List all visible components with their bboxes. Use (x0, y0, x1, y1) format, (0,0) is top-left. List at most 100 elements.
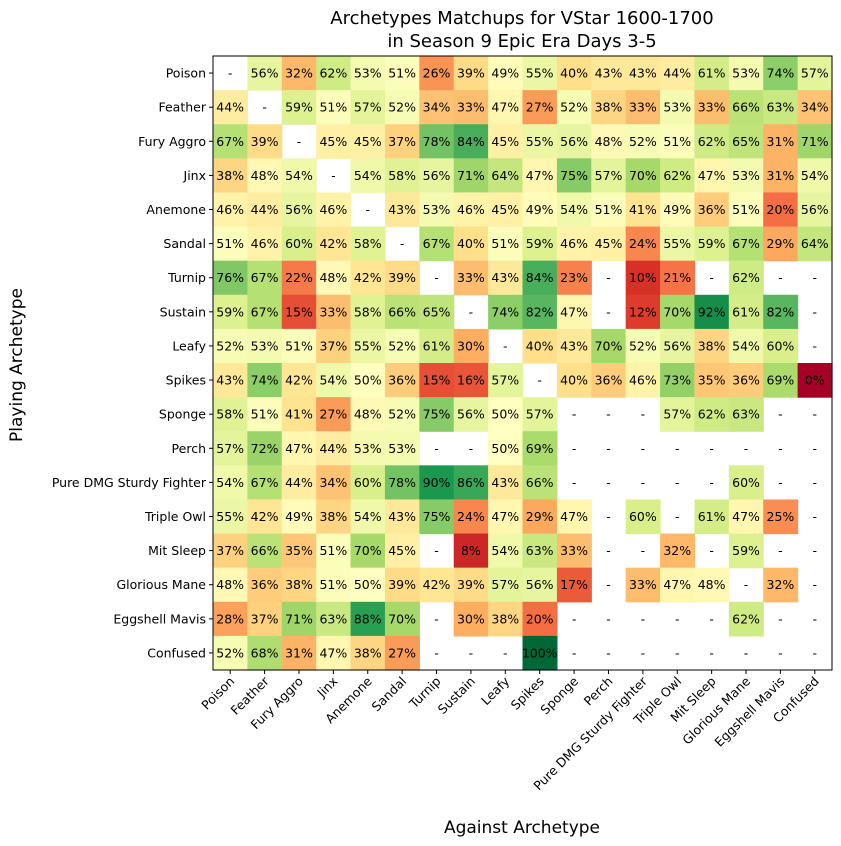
heatmap-cell (488, 124, 524, 159)
cell-value-label: - (709, 645, 714, 660)
heatmap-cell (419, 567, 455, 603)
heatmap-cell (556, 533, 592, 569)
cell-value-label: 33% (698, 100, 726, 115)
cell-value-label: - (228, 66, 233, 81)
y-tick-label: Feather (158, 100, 206, 115)
cell-value-label: - (297, 134, 302, 149)
x-axis-label: Against Archetype (444, 818, 600, 838)
heatmap-cell (316, 56, 352, 91)
cell-value-label: 58% (388, 168, 416, 183)
heatmap-cell (728, 124, 764, 159)
cell-value-label: 36% (732, 373, 760, 388)
cell-value-label: 51% (491, 236, 519, 251)
heatmap-cell (522, 465, 558, 501)
cell-value-label: 50% (491, 407, 519, 422)
cell-value-label: 47% (526, 168, 554, 183)
heatmap-cell (763, 124, 799, 159)
cell-value-label: 70% (388, 611, 416, 626)
heatmap-cell (419, 192, 455, 228)
heatmap-cell (316, 499, 352, 535)
heatmap-cell (316, 635, 352, 671)
cell-value-label: 57% (491, 373, 519, 388)
cell-value-label: 60% (285, 236, 313, 251)
cell-value-label: - (606, 543, 611, 558)
heatmap-cell (453, 567, 489, 603)
heatmap-cell (247, 567, 283, 603)
heatmap-cell (384, 635, 420, 671)
cell-value-label: 26% (423, 66, 451, 81)
cell-value-label: - (469, 441, 474, 456)
cell-value-label: 63% (732, 407, 760, 422)
heatmap-cell (419, 465, 455, 501)
cell-value-label: - (778, 611, 783, 626)
cell-value-label: 67% (251, 304, 279, 319)
cell-value-label: - (813, 407, 818, 422)
heatmap-cell (488, 431, 524, 466)
cell-value-label: - (606, 645, 611, 660)
cell-value-label: 42% (319, 236, 347, 251)
heatmap-cell (384, 124, 420, 159)
cell-value-label: - (606, 270, 611, 285)
heatmap-cell (281, 533, 317, 569)
heatmap-cell (660, 158, 696, 194)
cell-value-label: 60% (732, 475, 760, 490)
heatmap-cell (522, 294, 558, 330)
heatmap-cell (281, 192, 317, 228)
cell-value-label: 33% (560, 543, 588, 558)
heatmap-cell (591, 328, 627, 364)
heatmap-cell (213, 601, 248, 637)
cell-value-label: 36% (251, 577, 279, 592)
cell-value-label: 67% (216, 134, 244, 149)
heatmap-cell (660, 397, 696, 432)
heatmap-cell (350, 601, 386, 637)
cell-value-label: 27% (526, 100, 554, 115)
cell-value-label: 52% (216, 338, 244, 353)
heatmap-cell (384, 465, 420, 501)
heatmap-cell (694, 294, 730, 330)
heatmap-cell (763, 158, 799, 194)
cell-value-label: 71% (801, 134, 829, 149)
cell-value-label: 36% (595, 373, 623, 388)
cell-value-label: 45% (595, 236, 623, 251)
cell-value-label: - (813, 304, 818, 319)
heatmap-cell (660, 328, 696, 364)
heatmap-cell (453, 601, 489, 637)
cell-value-label: 46% (319, 202, 347, 217)
cell-value-label: 53% (732, 66, 760, 81)
cell-value-label: - (778, 475, 783, 490)
cell-value-label: 39% (457, 577, 485, 592)
heatmap-cell (247, 192, 283, 228)
cell-value-label: 42% (354, 270, 382, 285)
cell-value-label: 54% (491, 543, 519, 558)
heatmap-cell (213, 567, 248, 603)
cell-value-label: 42% (285, 373, 313, 388)
heatmap-cell (453, 260, 489, 296)
cell-value-label: 71% (457, 168, 485, 183)
heatmap-cell (763, 226, 799, 262)
cell-value-label: 57% (354, 100, 382, 115)
heatmap-cell (453, 533, 489, 569)
cell-value-label: - (675, 475, 680, 490)
cell-value-label: 50% (354, 577, 382, 592)
cell-value-label: - (434, 543, 439, 558)
heatmap-cell (488, 601, 524, 637)
cell-value-label: 40% (526, 338, 554, 353)
heatmap-cell (522, 431, 558, 466)
cell-value-label: 53% (354, 441, 382, 456)
cell-value-label: - (434, 645, 439, 660)
heatmap-cell (728, 294, 764, 330)
heatmap-cell (625, 226, 661, 262)
cell-value-label: 56% (251, 66, 279, 81)
heatmap-cell (660, 226, 696, 262)
cell-value-label: 63% (526, 543, 554, 558)
cell-value-label: 20% (526, 611, 554, 626)
cell-value-label: 34% (319, 475, 347, 490)
heatmap-cell (350, 363, 386, 398)
heatmap-cell (591, 363, 627, 398)
cell-value-label: 31% (767, 168, 795, 183)
heatmap-cell (694, 56, 730, 91)
heatmap-cell (316, 533, 352, 569)
cell-value-label: - (709, 543, 714, 558)
heatmap-cell (281, 363, 317, 398)
cell-value-label: 51% (388, 66, 416, 81)
